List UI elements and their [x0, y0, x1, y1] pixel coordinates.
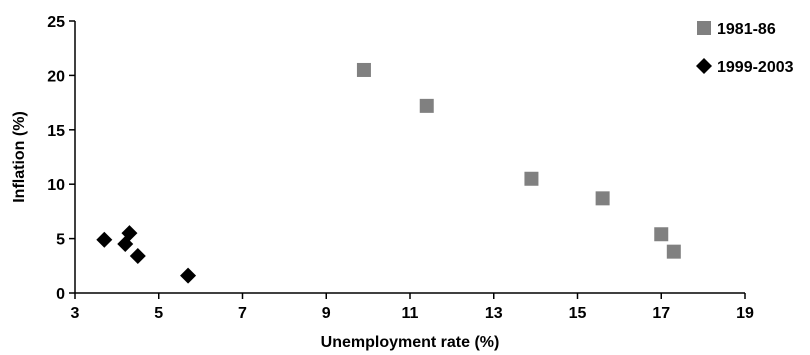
point-1999-2003 — [180, 267, 197, 284]
point-1999-2003 — [117, 236, 134, 253]
y-axis-title: Inflation (%) — [11, 111, 28, 203]
x-tick-label: 19 — [736, 305, 754, 322]
point-1981-86 — [666, 244, 681, 259]
axes — [74, 21, 745, 294]
y-tick-label: 10 — [47, 177, 65, 194]
legend-label-1981-86: 1981-86 — [717, 21, 776, 38]
y-tick-label: 0 — [56, 286, 65, 303]
point-1999-2003 — [96, 231, 113, 248]
data-markers — [96, 62, 681, 284]
x-tick-label: 7 — [238, 305, 247, 322]
x-tick-label: 17 — [652, 305, 670, 322]
y-tick-label: 15 — [47, 123, 65, 140]
point-1981-86 — [356, 62, 371, 77]
y-ticks: 0 5 10 15 20 25 — [47, 14, 75, 303]
x-tick-label: 15 — [569, 305, 587, 322]
x-ticks: 3 5 7 9 11 13 15 17 19 — [71, 293, 754, 322]
point-1981-86 — [654, 227, 669, 242]
point-1981-86 — [524, 171, 539, 186]
point-1981-86 — [419, 98, 434, 113]
x-tick-label: 11 — [402, 305, 419, 322]
legend: 1981-86 1999-2003 — [696, 21, 794, 76]
point-1981-86 — [595, 191, 610, 206]
point-1999-2003 — [129, 248, 146, 265]
legend-label-1999-2003: 1999-2003 — [717, 59, 794, 76]
x-tick-label: 9 — [322, 305, 331, 322]
legend-marker-1999-2003 — [696, 58, 712, 74]
y-tick-label: 5 — [56, 232, 65, 249]
y-tick-label: 20 — [47, 68, 65, 85]
y-tick-label: 25 — [47, 14, 65, 31]
x-axis-title: Unemployment rate (%) — [321, 334, 500, 351]
x-tick-label: 13 — [485, 305, 503, 322]
legend-marker-1981-86 — [697, 21, 711, 35]
x-tick-label: 5 — [154, 305, 163, 322]
x-tick-label: 3 — [71, 305, 80, 322]
